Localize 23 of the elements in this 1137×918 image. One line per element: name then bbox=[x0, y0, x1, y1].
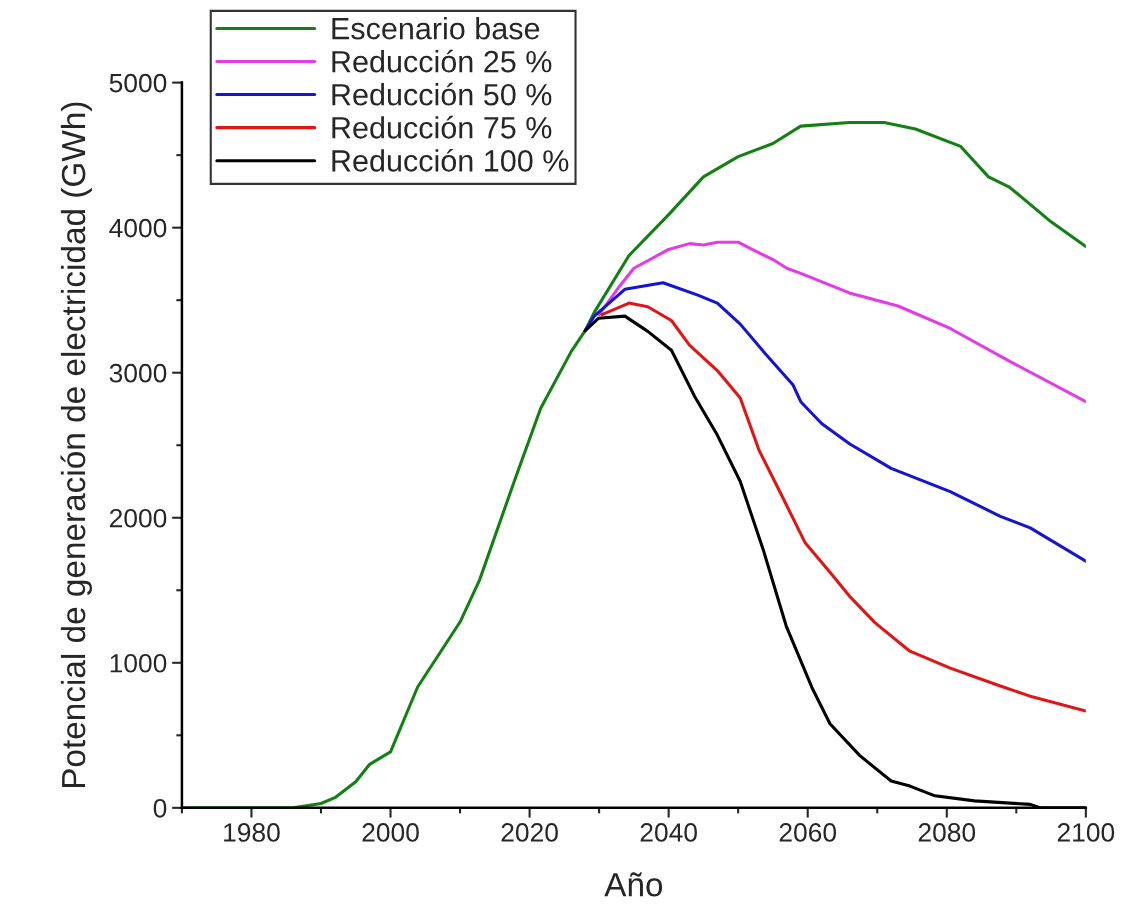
legend-label: Escenario base bbox=[332, 16, 540, 40]
y-tick-label: 4000 bbox=[109, 218, 167, 238]
x-tick-label: 2020 bbox=[501, 823, 558, 842]
legend-label: Reducción 25 % bbox=[332, 49, 552, 73]
y-tick-label: 1000 bbox=[110, 653, 167, 673]
y-axis-title: Potencial de generación de electricidad (GWh) bbox=[60, 102, 92, 788]
x-tick-label: 2000 bbox=[362, 823, 419, 842]
x-tick-label: 2100 bbox=[1057, 823, 1115, 842]
line-series bbox=[597, 240, 1086, 404]
line-series bbox=[583, 281, 1086, 563]
y-tick-label: 5000 bbox=[109, 73, 167, 93]
x-axis-title: Año bbox=[604, 872, 663, 897]
legend-label: Reducción 50 % bbox=[332, 82, 552, 106]
y-tick-label: 2000 bbox=[109, 508, 167, 528]
legend-label: Reducción 75 % bbox=[332, 115, 552, 139]
x-tick-label: 1980 bbox=[224, 823, 280, 842]
y-tick-label: 3000 bbox=[109, 363, 167, 383]
x-tick-label: 2040 bbox=[640, 823, 697, 842]
y-tick-label: 0 bbox=[153, 798, 167, 818]
x-tick-label: 2060 bbox=[779, 823, 837, 842]
legend-label: Reducción 100 % bbox=[332, 148, 569, 172]
line-series bbox=[600, 301, 1086, 713]
x-tick-label: 2080 bbox=[918, 823, 976, 842]
